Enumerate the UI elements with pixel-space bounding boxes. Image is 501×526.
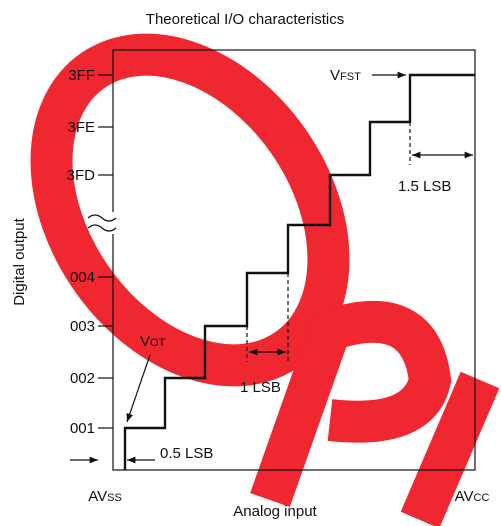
y-tick-label: 3FE bbox=[67, 119, 95, 136]
y-ticks bbox=[98, 74, 113, 429]
plot-frame bbox=[112, 49, 476, 471]
one-lsb-label: 1 LSB bbox=[240, 379, 281, 396]
dimension-lines bbox=[70, 71, 473, 464]
x-axis-label: Analog input bbox=[233, 503, 317, 520]
x-start-label: AVSS bbox=[88, 488, 122, 505]
half-lsb-label: 0.5 LSB bbox=[160, 445, 213, 462]
x-start-sub: SS bbox=[107, 492, 122, 504]
y-tick-label: 004 bbox=[70, 269, 95, 286]
x-end-sub: CC bbox=[474, 492, 490, 504]
v-fst-main: V bbox=[330, 67, 340, 84]
y-tick-label: 002 bbox=[70, 370, 95, 387]
y-tick-label: 001 bbox=[70, 420, 95, 437]
y-tick-label: 003 bbox=[70, 318, 95, 335]
v-ot-main: V bbox=[140, 333, 150, 350]
y-tick-label: 3FD bbox=[67, 167, 96, 184]
v-ot-sub: OT bbox=[150, 337, 166, 349]
v-fst-label: VFST bbox=[330, 67, 361, 84]
title: Theoretical I/O characteristics bbox=[146, 11, 344, 28]
watermark bbox=[30, 33, 500, 526]
y-tick-label: 3FF bbox=[68, 67, 95, 84]
axis-break bbox=[87, 212, 118, 234]
x-start-main: AV bbox=[88, 488, 107, 505]
x-end-main: AV bbox=[455, 488, 474, 505]
one-half-lsb-label: 1.5 LSB bbox=[398, 178, 451, 195]
v-ot-label: VOT bbox=[140, 333, 166, 350]
y-axis-label: Digital output bbox=[11, 217, 28, 305]
v-fst-sub: FST bbox=[340, 71, 361, 83]
x-end-label: AVCC bbox=[455, 488, 490, 505]
